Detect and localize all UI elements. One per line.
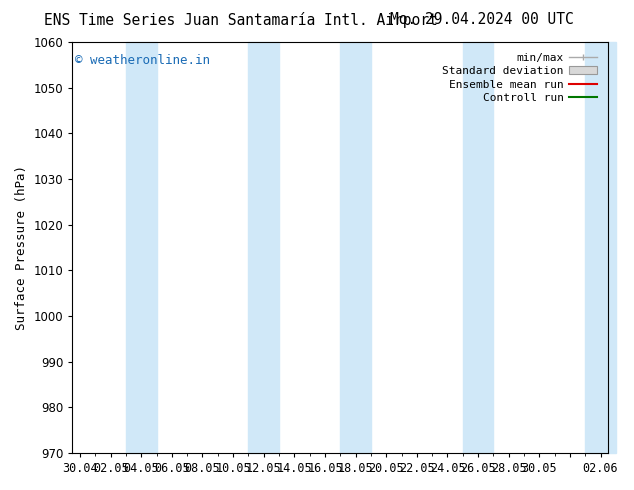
Bar [249, 42, 279, 453]
Text: © weatheronline.in: © weatheronline.in [75, 54, 210, 68]
Bar [340, 42, 371, 453]
Y-axis label: Surface Pressure (hPa): Surface Pressure (hPa) [15, 165, 28, 330]
Legend: min/max, Standard deviation, Ensemble mean run, Controll run: min/max, Standard deviation, Ensemble me… [438, 49, 602, 107]
Bar [585, 42, 616, 453]
Bar [463, 42, 493, 453]
Text: Mo. 29.04.2024 00 UTC: Mo. 29.04.2024 00 UTC [390, 12, 574, 27]
Text: ENS Time Series Juan Santamaría Intl. Airport: ENS Time Series Juan Santamaría Intl. Ai… [44, 12, 438, 28]
Bar [126, 42, 157, 453]
